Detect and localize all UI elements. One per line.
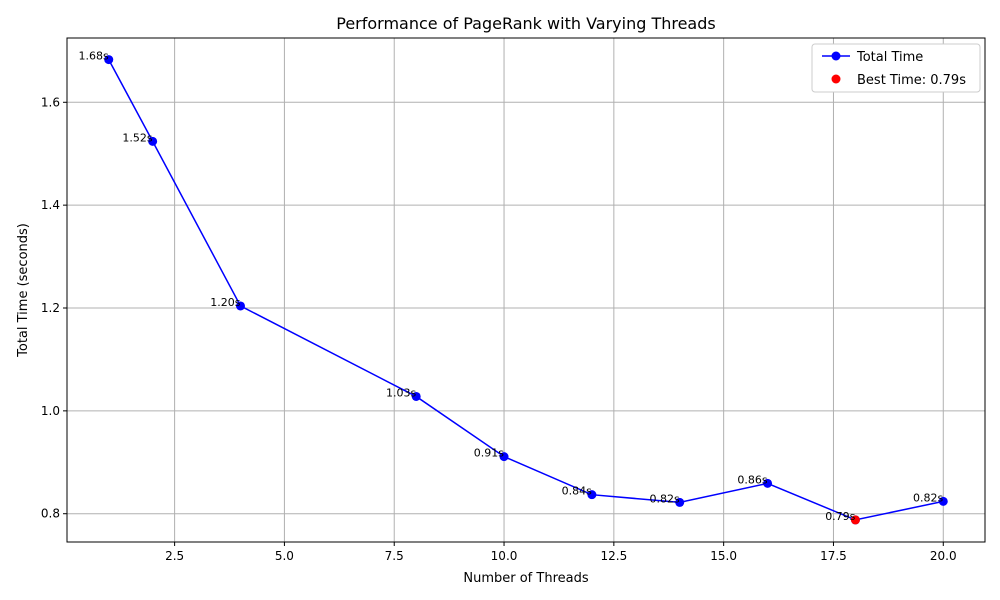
grid [67, 38, 985, 542]
data-label: 0.86s [737, 473, 767, 486]
data-point [235, 301, 245, 311]
x-tick-label: 7.5 [385, 549, 404, 563]
data-label: 0.84s [562, 485, 592, 498]
data-label: 1.20s [210, 296, 240, 309]
data-label: 0.79s [825, 510, 855, 523]
data-point [763, 478, 773, 488]
x-tick-label: 15.0 [710, 549, 737, 563]
series-total-time [104, 55, 948, 525]
y-tick-label: 0.8 [41, 507, 60, 521]
plot-area-frame [66, 37, 986, 543]
data-point [499, 452, 509, 462]
data-point [104, 55, 114, 65]
y-tick-label: 1.2 [41, 301, 60, 315]
y-axis-ticks: 0.8 1.0 1.2 1.4 1.6 [41, 95, 67, 521]
x-tick-label: 12.5 [600, 549, 627, 563]
x-tick-label: 17.5 [820, 549, 847, 563]
data-label: 0.82s [649, 492, 679, 505]
legend-box [811, 43, 981, 93]
data-point [587, 490, 597, 500]
x-axis-label: Number of Threads [463, 571, 588, 586]
y-tick-label: 1.0 [41, 404, 60, 418]
x-tick-label: 2.5 [165, 549, 184, 563]
x-tick-label: 10.0 [491, 549, 518, 563]
y-tick-label: 1.4 [41, 198, 60, 212]
legend-label-best-time: Best Time: 0.79s [857, 73, 966, 88]
legend-best-marker-icon [831, 74, 841, 84]
data-label: 1.03s [386, 386, 416, 399]
data-label: 1.68s [78, 50, 108, 63]
data-label: 0.82s [913, 491, 943, 504]
y-axis-label: Total Time (seconds) [16, 223, 31, 358]
legend: Total Time Best Time: 0.79s [811, 43, 981, 93]
data-point [675, 497, 685, 507]
data-point [938, 496, 948, 506]
series-line [108, 59, 944, 521]
chart-title: Performance of PageRank with Varying Thr… [336, 14, 715, 33]
data-label: 0.91s [474, 447, 504, 460]
data-label: 1.52s [122, 131, 152, 144]
legend-label-total-time: Total Time [856, 50, 923, 65]
data-point [148, 136, 158, 146]
x-axis-ticks: 2.5 5.0 7.5 10.0 12.5 15.0 17.5 20.0 [165, 542, 957, 563]
x-tick-label: 20.0 [930, 549, 957, 563]
legend-marker-icon [831, 51, 841, 61]
x-tick-label: 5.0 [275, 549, 294, 563]
data-labels: 1.68s 1.52s 1.20s 1.03s 0.91s 0.84s 0.82s 0.86s… [78, 50, 943, 523]
best-time-point [850, 515, 860, 525]
y-tick-label: 1.6 [41, 95, 60, 109]
data-point [411, 391, 421, 401]
